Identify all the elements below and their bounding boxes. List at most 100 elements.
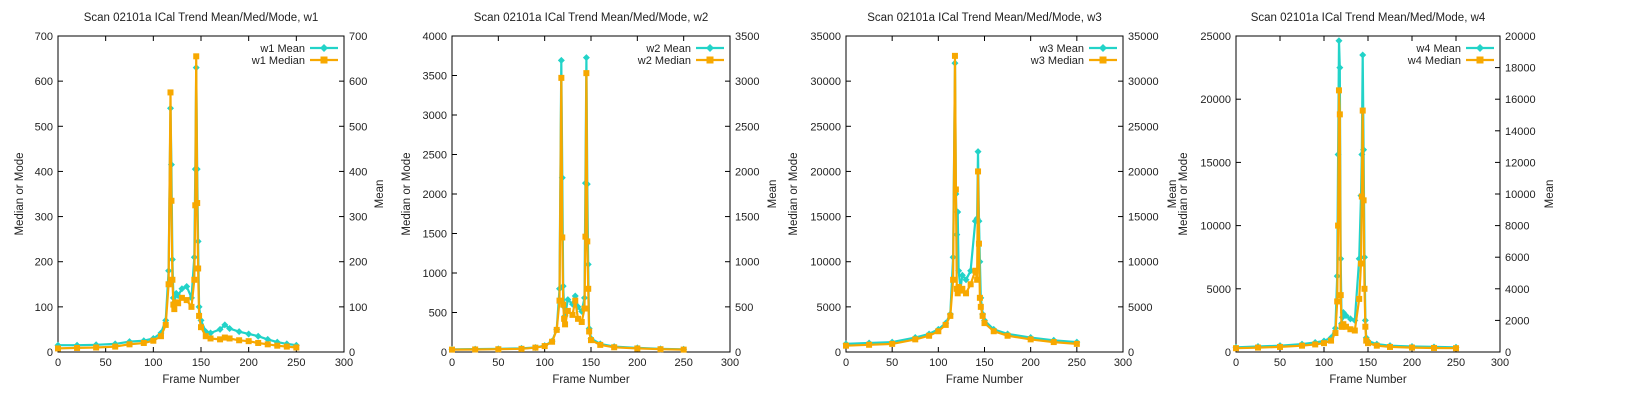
series-line [451,56,684,351]
y2-tick-label: 4000 [1505,284,1529,296]
y-tick-label: 2000 [423,189,447,201]
data-point [235,328,243,336]
y2-tick-label: 20000 [1505,31,1536,43]
legend-marker [706,56,714,64]
y2-tick-label: 3000 [735,76,759,88]
chart-title: Scan 02101a ICal Trend Mean/Med/Mode, w2 [474,12,709,24]
y-axis-left: 0 5000 10000 15000 20000 25000 30000 35000 [810,31,851,359]
y-axis-right: 0 5000 10000 15000 20000 25000 30000 35000 [1118,31,1159,359]
y2-tick-label: 25000 [1128,121,1159,133]
data-point [178,285,186,293]
data-point [586,328,593,335]
plot-frame [1235,35,1501,353]
y-tick-label: 5000 [1207,284,1231,296]
x-axis-label: Frame Number [162,374,239,386]
data-point [559,234,566,241]
data-point [1004,332,1011,339]
chart-title: Scan 02101a ICal Trend Mean/Med/Mode, w1 [84,12,319,24]
data-point [578,318,585,325]
x-tick-label: 250 [1447,357,1465,369]
data-point [207,329,215,337]
data-point [245,338,252,345]
data-point [553,326,560,333]
data-point [1360,197,1367,204]
data-point [611,344,618,351]
data-point [657,346,664,353]
y-tick-label: 20000 [1200,94,1231,106]
data-point [221,334,228,341]
data-point [472,346,479,353]
series-line [845,61,1077,345]
data-point [167,89,174,96]
x-tick-label: 50 [1274,357,1286,369]
data-point [1336,111,1343,118]
data-point [207,335,214,342]
chart-w3: Scan 02101a ICal Trend Mean/Med/Mode, w3… [788,12,1179,386]
y2-tick-label: 2000 [735,166,759,178]
plot-frame [57,35,345,353]
y2-axis-label: Mean [1167,180,1179,209]
data-point [680,346,687,353]
data-point [974,148,982,156]
data-point [1073,340,1080,347]
data-point [532,344,539,351]
y-axis-right: 0 2000 4000 6000 8000 10000 12000 14000 16000 180… [1495,31,1536,359]
data-point [1453,345,1459,352]
data-point [564,307,571,314]
y-tick-label: 10000 [1200,221,1231,233]
data-point [191,276,198,283]
data-point [959,285,966,292]
legend-label: w1 Median [251,55,305,67]
data-point [1431,344,1437,351]
legend-marker [1099,56,1107,64]
x-tick-label: 50 [100,357,112,369]
y2-tick-label: 500 [735,302,753,314]
data-point [1277,343,1283,350]
legend-marker [1099,44,1107,52]
y-tick-label: 400 [35,166,53,178]
x-tick-label: 0 [843,357,849,369]
y-tick-label: 4000 [423,31,447,43]
data-point [1027,336,1034,343]
data-point [963,290,970,297]
x-tick-label: 0 [449,357,455,369]
x-tick-label: 50 [492,357,504,369]
plot-frame [845,35,1124,353]
y-tick-label: 15000 [810,212,841,224]
series-median [55,53,300,352]
x-tick-label: 100 [1315,357,1333,369]
data-point [1332,330,1339,337]
data-point [1337,292,1344,299]
data-point [583,70,590,77]
data-point [74,344,81,351]
data-point [126,341,133,348]
data-point [162,321,169,328]
data-point [169,276,176,283]
data-point [584,238,591,245]
x-tick-label: 100 [929,357,947,369]
data-point [634,345,641,352]
data-point [245,330,253,338]
series-mean [842,59,1081,348]
y-tick-label: 25000 [1200,31,1231,43]
data-point [979,312,986,319]
data-point [1335,87,1342,94]
data-point [217,336,224,343]
data-point [1336,64,1344,72]
data-point [889,340,896,347]
x-tick-label: 300 [1491,357,1509,369]
data-point [1299,342,1305,349]
data-point [947,312,954,319]
y-tick-label: 700 [35,31,53,43]
data-point [558,74,565,81]
y2-tick-label: 600 [349,76,367,88]
y2-tick-label: 6000 [1505,252,1529,264]
data-point [1409,344,1415,351]
y-tick-label: 3000 [423,110,447,122]
y-tick-label: 0 [47,347,53,359]
data-point [1342,312,1350,320]
data-point [977,303,984,310]
